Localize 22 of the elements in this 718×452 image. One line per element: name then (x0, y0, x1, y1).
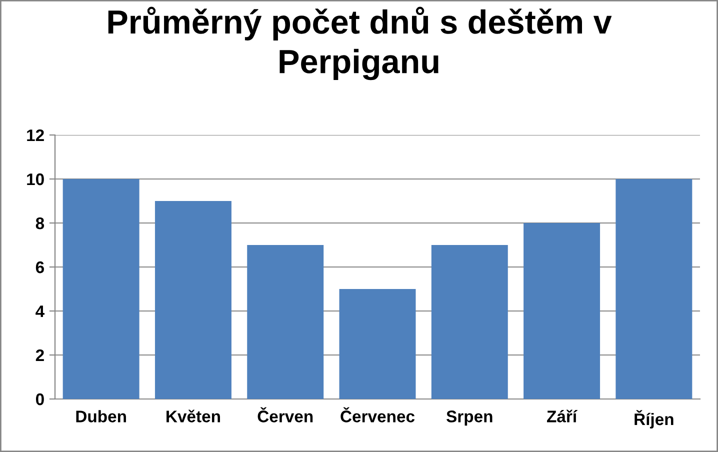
chart-title: Průměrný počet dnů s deštěm v Perpiganu (108, 6, 612, 80)
x-tick-label: Červenec (340, 407, 415, 422)
bar (431, 245, 508, 399)
x-tick-label: Červen (258, 407, 313, 422)
y-tick-label: 4 (36, 306, 44, 318)
bar (339, 289, 416, 399)
x-tick-label: Srpen (446, 410, 492, 426)
x-tick-label: Říjen (634, 410, 674, 428)
y-tick-label: 12 (27, 129, 44, 142)
x-tick-label: Květen (166, 410, 220, 422)
x-tick-label: Duben (76, 410, 126, 422)
y-tick-label: 0 (36, 393, 44, 406)
y-tick-label: 10 (27, 173, 44, 186)
bar (154, 201, 232, 399)
x-tick-label: Září (547, 410, 578, 422)
y-tick-label: 6 (36, 261, 44, 274)
y-tick-label: 2 (36, 349, 44, 362)
y-tick-label: 8 (36, 217, 44, 230)
bar (616, 179, 692, 399)
bar (62, 179, 140, 399)
bar (247, 245, 324, 399)
bar (524, 223, 600, 399)
